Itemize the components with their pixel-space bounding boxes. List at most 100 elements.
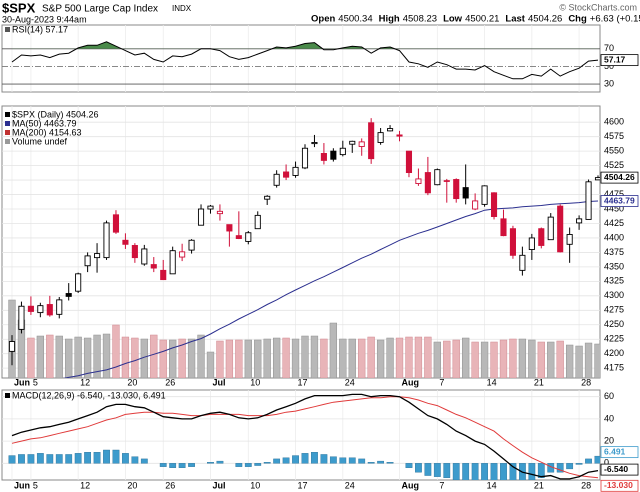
legend-swatch — [5, 112, 10, 117]
candle-body — [216, 210, 223, 215]
candle-body — [358, 141, 365, 147]
volume-bar — [282, 337, 290, 378]
histogram-bar — [452, 463, 460, 480]
volume-bar — [55, 335, 63, 378]
volume-bar — [65, 338, 73, 378]
candle-body — [254, 214, 261, 230]
legend-label: RSI(14) 57.17 — [12, 24, 68, 34]
volume-bar — [197, 334, 205, 378]
volume-bar — [263, 338, 271, 378]
candle-body — [377, 132, 384, 143]
volume-bar — [348, 338, 356, 378]
candle-body — [387, 128, 394, 132]
volume-bar — [291, 338, 300, 378]
histogram-bar — [112, 449, 120, 464]
candle-body — [339, 147, 346, 156]
candle-body — [46, 304, 53, 316]
candle-body — [112, 214, 120, 233]
volume-bar — [320, 338, 328, 378]
legend-label: MA(50) 4463.79 — [12, 118, 77, 128]
candle-body — [320, 153, 327, 161]
histogram-bar — [528, 463, 536, 480]
quote-value: 4500.21 — [465, 14, 499, 25]
x-tick-label: 5 — [33, 480, 38, 490]
x-tick-label: 28 — [581, 377, 591, 387]
x-tick-label: 28 — [581, 480, 591, 490]
histogram-bar — [377, 460, 385, 464]
quote-label: Last — [505, 14, 525, 25]
y-tick-label: 4425 — [604, 218, 624, 228]
histogram-bar — [159, 463, 167, 467]
legend-swatch — [5, 27, 10, 32]
candle-body — [150, 264, 157, 269]
value-box-label: 57.17 — [604, 54, 626, 64]
histogram-bar — [55, 454, 63, 464]
x-tick-label: 26 — [165, 480, 175, 490]
histogram-bar — [122, 453, 129, 464]
histogram-bar — [594, 455, 600, 464]
candle-body — [405, 150, 413, 174]
volume-bar — [254, 339, 262, 378]
candle-body — [27, 305, 34, 312]
histogram-bar — [36, 453, 44, 464]
candle-body — [396, 134, 403, 137]
candle-body — [349, 140, 356, 145]
source: © StockCharts.com — [559, 2, 637, 12]
volume-bar — [575, 345, 583, 378]
value-box — [600, 54, 639, 67]
candle-body — [226, 224, 233, 232]
rsi-line — [11, 41, 599, 80]
histogram-bar — [348, 457, 356, 464]
volume-bar — [131, 337, 139, 378]
legend-label: MA(200) 4154.63 — [12, 127, 82, 137]
histogram-bar — [273, 458, 281, 464]
candle-body — [509, 228, 516, 256]
volume-bar — [159, 339, 167, 378]
y-tick-label: 4250 — [604, 319, 624, 329]
histogram-bar — [216, 460, 224, 464]
volume-bar — [443, 340, 451, 378]
exchange: INDX — [172, 4, 192, 13]
x-tick-label: 24 — [345, 480, 355, 490]
value-box — [600, 463, 639, 476]
candle-body — [462, 187, 469, 199]
x-tick-label: 7 — [439, 480, 444, 490]
y-tick-label: 20 — [604, 435, 614, 445]
candle-body — [18, 305, 25, 330]
volume-bar — [216, 340, 224, 378]
x-tick-label: 24 — [345, 377, 355, 387]
x-tick-label: 17 — [298, 480, 308, 490]
y-tick-label: 70 — [604, 43, 614, 53]
x-tick-label: 20 — [127, 480, 137, 490]
volume-bar — [112, 324, 120, 378]
volume-bar — [225, 339, 234, 378]
y-tick-label: 4400 — [604, 232, 624, 242]
volume-bar — [433, 341, 441, 378]
quote-value: +6.63 (+0.15%) — [590, 14, 640, 25]
histogram-bar — [575, 463, 583, 465]
volume-bar — [471, 341, 479, 378]
histogram-bar — [311, 452, 318, 464]
candle-body — [311, 142, 318, 145]
histogram-bar — [282, 457, 290, 464]
y-tick-label: 4475 — [604, 189, 624, 199]
volume-bar — [547, 341, 555, 378]
histogram-bar — [367, 462, 375, 464]
legend-label: MACD(12,26,9) -6.540, -13.030, 6.491 — [12, 390, 166, 400]
legend-swatch — [5, 139, 10, 144]
candle-body — [94, 253, 101, 259]
value-box-label: 6.491 — [604, 446, 626, 456]
candle-body — [75, 273, 82, 292]
candle-body — [490, 192, 498, 217]
volume-bar — [594, 343, 600, 378]
candle-body — [528, 237, 535, 250]
histogram-bar — [292, 455, 299, 464]
x-tick-label: Aug — [402, 480, 420, 490]
volume-bar — [235, 339, 243, 378]
candle-body — [443, 180, 450, 182]
y-tick-label: 4375 — [604, 247, 624, 257]
legend-label: $SPX (Daily) 4504.26 — [12, 109, 99, 119]
quote-label: Open — [311, 14, 335, 25]
candle-body — [557, 205, 564, 253]
legend-label: Volume undef — [12, 136, 68, 146]
